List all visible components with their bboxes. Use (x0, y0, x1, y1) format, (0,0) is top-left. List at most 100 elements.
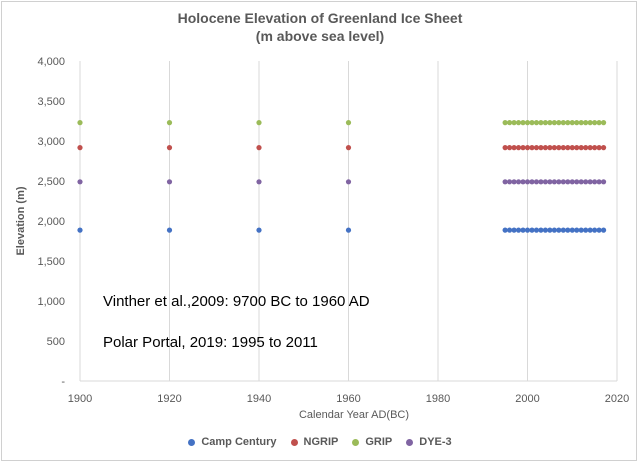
legend-item: GRIP (352, 436, 392, 448)
data-point-dye-3 (551, 179, 557, 185)
data-point-ngrip (166, 145, 173, 151)
data-point-ngrip (596, 145, 602, 151)
legend-item: NGRIP (290, 436, 339, 448)
data-point-camp-century (556, 227, 562, 233)
data-point-dye-3 (565, 179, 571, 185)
data-point-camp-century (502, 227, 508, 233)
data-point-dye-3 (345, 179, 352, 185)
x-tick-labels: 1900 1920 1940 1960 1980 2000 2020 (68, 393, 629, 405)
data-point-dye-3 (556, 179, 562, 185)
data-point-grip (574, 120, 580, 126)
data-point-ngrip (538, 145, 544, 151)
data-points (77, 120, 607, 233)
data-point-camp-century (515, 227, 522, 233)
data-point-dye-3 (600, 179, 607, 185)
data-point-grip (565, 120, 571, 126)
data-point-camp-century (166, 227, 173, 233)
data-point-grip (583, 120, 589, 126)
data-point-ngrip (256, 145, 262, 151)
annotation-2: Polar Portal, 2019: 1995 to 2011 (103, 334, 318, 351)
data-point-ngrip (520, 145, 526, 151)
data-point-camp-century (77, 227, 83, 233)
legend-label: DYE-3 (419, 436, 452, 448)
data-point-grip (592, 120, 598, 126)
data-point-camp-century (520, 227, 526, 233)
legend-item: DYE-3 (406, 436, 452, 448)
data-point-ngrip (507, 145, 513, 151)
x-tick-label: 1960 (336, 393, 360, 405)
data-point-camp-century (256, 227, 262, 233)
legend-marker (290, 438, 298, 446)
y-tick-label: 2,500 (37, 176, 65, 188)
data-point-grip (560, 120, 566, 126)
data-point-ngrip (578, 145, 584, 151)
data-point-grip (520, 120, 526, 126)
y-tick-label: 3,500 (37, 96, 65, 108)
data-point-grip (596, 120, 602, 126)
data-point-dye-3 (524, 179, 531, 185)
data-point-ngrip (569, 145, 575, 151)
data-point-grip (587, 120, 593, 126)
data-point-ngrip (574, 145, 580, 151)
data-point-dye-3 (596, 179, 602, 185)
data-point-grip (547, 120, 553, 126)
x-tick-label: 2020 (605, 393, 629, 405)
data-point-dye-3 (538, 179, 544, 185)
x-tick-label: 1940 (247, 393, 271, 405)
data-point-dye-3 (515, 179, 522, 185)
data-point-grip (569, 120, 575, 126)
data-point-camp-century (574, 227, 580, 233)
legend-item: Camp Century (188, 436, 277, 448)
y-axis-label: Elevation (m) (15, 186, 27, 255)
x-axis-label: Calendar Year AD(BC) (299, 409, 409, 421)
data-point-camp-century (529, 227, 535, 233)
data-point-grip (556, 120, 562, 126)
data-point-ngrip (345, 145, 352, 151)
y-tick-label: 2,000 (37, 216, 65, 228)
data-point-grip (578, 120, 584, 126)
data-point-dye-3 (592, 179, 598, 185)
data-point-camp-century (600, 227, 607, 233)
data-point-grip (542, 120, 549, 126)
legend: Camp Century NGRIP GRIP DYE-3 (0, 436, 640, 448)
data-point-ngrip (587, 145, 593, 151)
legend-marker (406, 438, 414, 446)
y-tick-labels: - 500 1,000 1,500 2,000 2,500 3,000 3,500 4,000 (37, 56, 65, 388)
x-tick-label: 1900 (68, 393, 92, 405)
data-point-grip (166, 120, 173, 126)
data-point-camp-century (547, 227, 553, 233)
legend-marker (352, 438, 360, 446)
data-point-dye-3 (507, 179, 513, 185)
data-point-grip (502, 120, 508, 126)
annotation-1: Vinther et al.,2009: 9700 BC to 1960 AD (103, 293, 370, 310)
grid-lines (79, 61, 618, 381)
data-point-camp-century (578, 227, 584, 233)
data-point-dye-3 (542, 179, 549, 185)
data-point-camp-century (560, 227, 566, 233)
data-point-dye-3 (569, 179, 575, 185)
data-point-grip (524, 120, 531, 126)
data-point-dye-3 (256, 179, 262, 185)
data-point-ngrip (547, 145, 553, 151)
chart-subtitle: (m above sea level) (255, 28, 385, 44)
data-point-grip (256, 120, 262, 126)
data-point-grip (538, 120, 544, 126)
data-point-ngrip (556, 145, 562, 151)
legend-marker (188, 438, 196, 446)
data-point-ngrip (583, 145, 589, 151)
data-point-camp-century (596, 227, 602, 233)
data-point-ngrip (560, 145, 566, 151)
legend-label: NGRIP (303, 436, 339, 448)
data-point-grip (507, 120, 513, 126)
y-tick-label: 3,000 (37, 136, 65, 148)
data-point-camp-century (511, 227, 517, 233)
data-point-ngrip (529, 145, 535, 151)
data-point-ngrip (515, 145, 522, 151)
data-point-camp-century (569, 227, 575, 233)
data-point-ngrip (77, 145, 83, 151)
data-point-grip (77, 120, 83, 126)
data-point-ngrip (502, 145, 508, 151)
chart-title: Holocene Elevation of Greenland Ice Shee… (177, 10, 463, 26)
x-tick-label: 2000 (515, 393, 539, 405)
legend-label: Camp Century (201, 436, 277, 448)
